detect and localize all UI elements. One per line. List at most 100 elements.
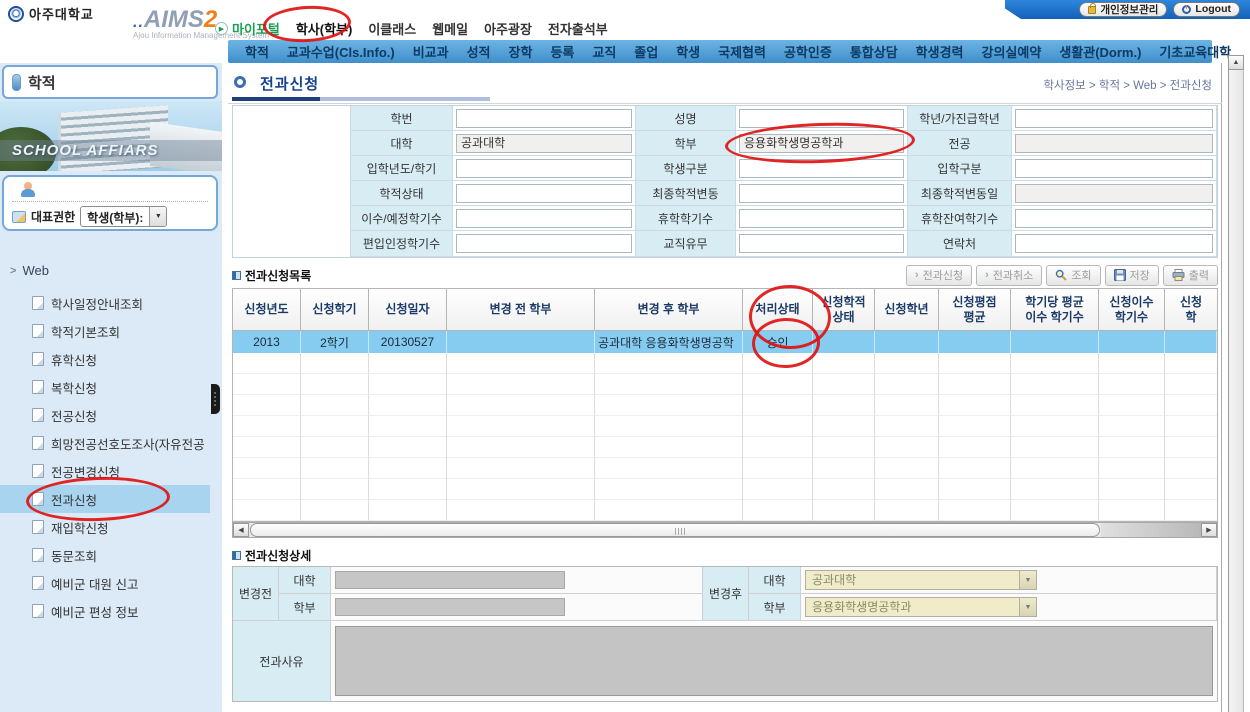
completed-terms-field[interactable] xyxy=(456,208,632,228)
contact-field[interactable] xyxy=(1015,234,1213,254)
table-horizontal-scrollbar[interactable]: ◀ ▶ xyxy=(232,522,1218,538)
nav-item-student[interactable]: 학생 xyxy=(676,45,701,60)
sidebar-item-readmission-application[interactable]: 재입학신청 xyxy=(0,513,222,541)
scrollbar-track[interactable] xyxy=(1101,523,1201,537)
transfer-application-table: 신청년도 신청학기 신청일자 변경 전 학부 변경 후 학부 처리상태 신청학적… xyxy=(232,288,1218,522)
nav-item-hakjeok[interactable]: 학적 xyxy=(245,45,269,60)
nav-item-basic-education[interactable]: 기초교육대학 xyxy=(1159,45,1232,60)
logout-button[interactable]: Logout xyxy=(1173,1,1240,17)
student-id-field[interactable] xyxy=(456,108,632,128)
sidebar-group-web[interactable]: > Web xyxy=(10,263,49,278)
page-vertical-scrollbar[interactable]: ▲ xyxy=(1228,55,1244,712)
sidebar-item-transfer-application[interactable]: 전과신청 xyxy=(0,485,210,513)
top-menu-haksa[interactable]: 학사(학부) xyxy=(295,22,353,37)
sidebar-menu: 학사일정안내조회 학적기본조회 휴학신청 복학신청 전공신청 희망전공선호도조사… xyxy=(0,289,222,625)
sidebar-item-major-preference-survey[interactable]: 희망전공선호도조사(자유전공 xyxy=(0,429,222,457)
nav-item-scholarship[interactable]: 장학 xyxy=(508,45,533,60)
transfer-cancel-button[interactable]: › 전과취소 xyxy=(976,264,1043,286)
after-dept-dropdown[interactable]: 응용화학생명공학과 ▼ xyxy=(805,597,1037,617)
arrow-icon: › xyxy=(914,269,919,281)
record-status-field[interactable] xyxy=(456,183,632,203)
sidebar-item-label: 학사일정안내조회 xyxy=(51,297,144,312)
table-empty-row xyxy=(233,353,1217,374)
label-contact: 연락처 xyxy=(908,231,1012,257)
sidebar-item-record-basic-inquiry[interactable]: 학적기본조회 xyxy=(0,317,222,345)
last-record-change-field[interactable] xyxy=(739,183,904,203)
table-row-selected[interactable]: 2013 2학기 20130527 공과대학 응용화학생명공학 승인 xyxy=(233,331,1217,353)
sidebar-module-title: 학적 xyxy=(28,74,56,92)
top-menu-ajou-plaza[interactable]: 아주광장 xyxy=(484,22,532,37)
document-icon xyxy=(32,576,44,590)
sidebar-item-reserve-forces-report[interactable]: 예비군 대원 신고 xyxy=(0,569,222,597)
col-apply-year: 신청년도 xyxy=(233,289,301,331)
grade-year-field[interactable] xyxy=(1015,108,1213,128)
sidebar-item-label: 재입학신청 xyxy=(51,521,109,536)
cell-apply-date: 20130527 xyxy=(369,331,447,353)
banner-caption: SCHOOL AFFIARS xyxy=(12,142,159,159)
nav-item-engineering-cert[interactable]: 공학인증 xyxy=(783,45,832,60)
document-icon xyxy=(32,324,44,338)
top-menu-webmail[interactable]: 웹메일 xyxy=(432,22,469,37)
privacy-settings-button[interactable]: 개인정보관리 xyxy=(1079,1,1168,17)
name-field[interactable] xyxy=(739,108,904,128)
sidebar-item-label: 동문조회 xyxy=(51,549,98,564)
role-label: 대표권한 xyxy=(31,210,76,224)
scroll-up-button[interactable]: ▲ xyxy=(1228,55,1244,70)
nav-item-dormitory[interactable]: 생활관(Dorm.) xyxy=(1059,45,1142,60)
document-icon xyxy=(32,352,44,366)
top-menu-e-attendance[interactable]: 전자출석부 xyxy=(547,22,608,37)
ajou-university-logo[interactable]: 아주대학교 xyxy=(8,4,94,23)
sidebar-item-major-change-application[interactable]: 전공변경신청 xyxy=(0,457,222,485)
sidebar-item-academic-calendar[interactable]: 학사일정안내조회 xyxy=(0,289,222,317)
module-icon xyxy=(12,73,21,91)
sidebar-item-leave-application[interactable]: 휴학신청 xyxy=(0,345,222,373)
search-button[interactable]: 조회 xyxy=(1046,264,1101,286)
nav-item-extracurricular[interactable]: 비교과 xyxy=(412,45,449,60)
sidebar-item-alumni-inquiry[interactable]: 동문조회 xyxy=(0,541,222,569)
teaching-cert-field[interactable] xyxy=(739,234,904,254)
nav-item-courses[interactable]: 교과수업(Cls.Info.) xyxy=(286,45,395,60)
role-dropdown[interactable]: 학생(학부): ▼ xyxy=(80,206,168,227)
sidebar-collapse-handle[interactable] xyxy=(211,384,220,414)
transfer-recognized-terms-field[interactable] xyxy=(456,234,632,254)
print-button[interactable]: 출력 xyxy=(1162,264,1218,286)
label-transfer-recognized-terms: 편입인정학기수 xyxy=(351,231,453,257)
nav-item-international[interactable]: 국제협력 xyxy=(718,45,766,60)
admission-type-field[interactable] xyxy=(1015,158,1213,178)
top-menu-eclass[interactable]: 이클래스 xyxy=(368,22,417,37)
page-title: 전과신청 xyxy=(260,76,320,93)
nav-item-counseling[interactable]: 통합상담 xyxy=(849,45,898,60)
after-college-dropdown[interactable]: 공과대학 ▼ xyxy=(805,570,1037,590)
nav-item-room-reservation[interactable]: 강의실예약 xyxy=(981,45,1042,60)
admission-year-term-field[interactable] xyxy=(456,158,632,178)
cell-apply-term: 2학기 xyxy=(301,331,369,353)
nav-item-teaching[interactable]: 교직 xyxy=(592,45,617,60)
sidebar-item-major-application[interactable]: 전공신청 xyxy=(0,401,222,429)
scroll-right-button[interactable]: ▶ xyxy=(1201,523,1217,537)
sidebar-item-reserve-forces-info[interactable]: 예비군 편성 정보 xyxy=(0,597,222,625)
remaining-leave-terms-field[interactable] xyxy=(1015,208,1213,228)
scrollbar-thumb[interactable] xyxy=(250,523,1100,537)
student-type-field[interactable] xyxy=(739,158,904,178)
nav-item-registration[interactable]: 등록 xyxy=(550,45,575,60)
leave-terms-field[interactable] xyxy=(739,208,904,228)
photo-placeholder-cell xyxy=(233,106,351,257)
label-before-college: 대학 xyxy=(279,567,331,594)
label-transfer-reason: 전과사유 xyxy=(233,621,331,701)
transfer-apply-button[interactable]: › 전과신청 xyxy=(905,264,973,286)
aims-number: 2 xyxy=(203,6,218,33)
nav-item-graduation[interactable]: 졸업 xyxy=(634,45,659,60)
sidebar-item-label: 전공변경신청 xyxy=(51,465,121,480)
divider xyxy=(228,103,1222,104)
sidebar-item-return-application[interactable]: 복학신청 xyxy=(0,373,222,401)
cell-dept-after: 공과대학 응용화학생명공학 xyxy=(595,331,743,353)
table-empty-row xyxy=(233,479,1217,500)
nav-item-career[interactable]: 학생경력 xyxy=(915,45,964,60)
save-button[interactable]: 저장 xyxy=(1104,264,1159,286)
role-box: 대표권한 학생(학부): ▼ xyxy=(2,175,218,231)
top-menu-my-portal[interactable]: ▶ 마이포털 xyxy=(215,19,280,38)
nav-item-grades[interactable]: 성적 xyxy=(466,45,491,60)
role-dropdown-value: 학생(학부): xyxy=(87,211,144,225)
table-empty-row xyxy=(233,437,1217,458)
scroll-left-button[interactable]: ◀ xyxy=(233,523,249,537)
